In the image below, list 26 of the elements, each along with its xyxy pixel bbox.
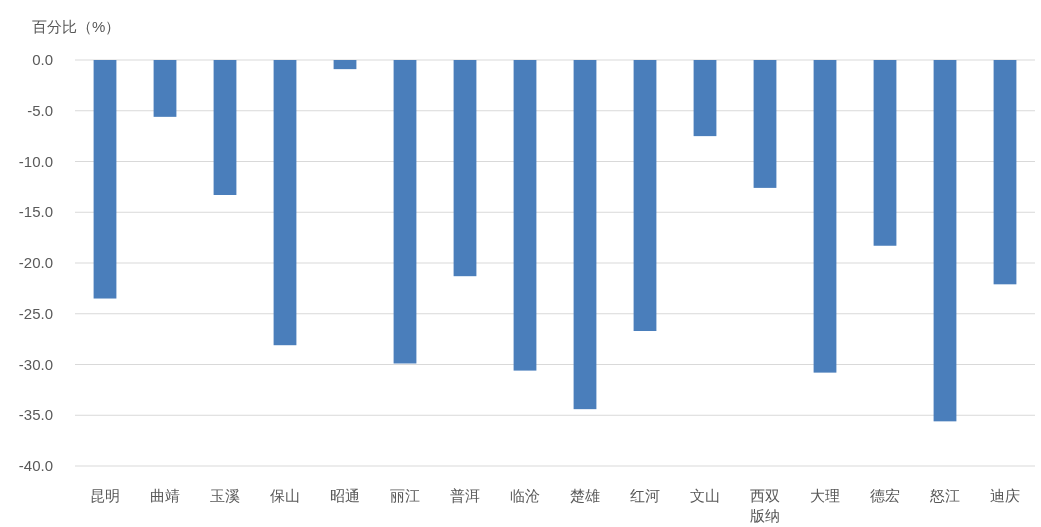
y-tick-label: -15.0 — [18, 203, 53, 221]
x-tick-label: 昆明 — [90, 487, 120, 504]
x-tick-label: 玉溪 — [210, 487, 240, 504]
x-tick-label: 迪庆 — [990, 487, 1020, 504]
y-tick-label: -30.0 — [18, 355, 53, 373]
x-tick-label: 德宏 — [870, 487, 900, 504]
y-tick-label: -20.0 — [18, 254, 53, 271]
y-axis-title: 百分比（%） — [32, 18, 121, 35]
x-tick-label: 临沧 — [510, 487, 540, 504]
x-tick-label: 楚雄 — [570, 487, 600, 504]
y-tick-label: 0.0 — [32, 51, 53, 68]
x-tick-label: 保山 — [270, 487, 300, 504]
x-tick-label: 曲靖 — [150, 487, 180, 504]
x-tick-label: 文山 — [690, 487, 720, 504]
x-tick-label: 昭通 — [330, 487, 360, 504]
x-tick-label: 普洱 — [450, 487, 480, 504]
x-tick-label: 红河 — [630, 487, 660, 504]
y-tick-label: -40.0 — [18, 457, 53, 474]
x-tick-label: 丽江 — [390, 487, 420, 504]
y-tick-label: -5.0 — [27, 101, 53, 119]
x-tick-label: 怒江 — [929, 487, 960, 504]
y-tick-label: -25.0 — [18, 304, 53, 322]
y-tick-label: -10.0 — [18, 152, 53, 170]
x-tick-label: 西双版纳 — [750, 487, 780, 524]
y-tick-label: -35.0 — [18, 406, 53, 424]
x-tick-label: 大理 — [810, 487, 840, 504]
